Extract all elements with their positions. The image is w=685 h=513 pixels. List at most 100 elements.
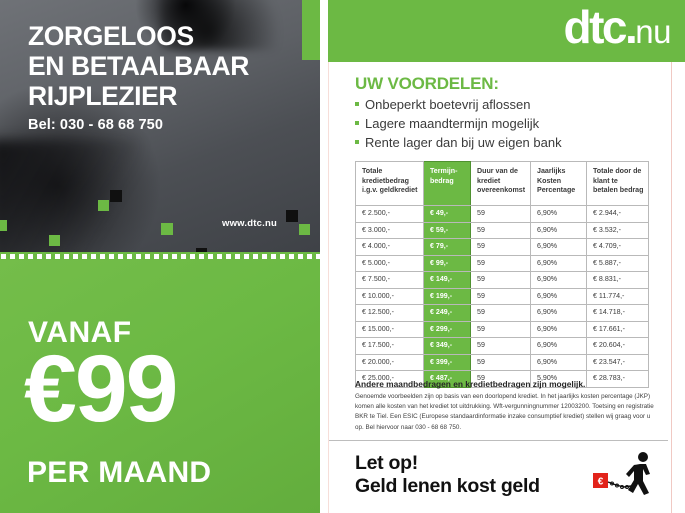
dash-tick xyxy=(19,253,24,259)
decor-square-black-1 xyxy=(110,190,122,202)
rate-table: Totale kredietbedrag i.g.v. geldkrediet T… xyxy=(355,161,649,388)
table-header-cell: Totale kredietbedrag i.g.v. geldkrediet xyxy=(355,161,424,206)
decor-square-green-5 xyxy=(299,224,310,235)
table-row: € 3.000,- € 59,- 59 6,90% € 3.532,- xyxy=(355,221,649,239)
dash-tick xyxy=(235,253,240,259)
table-cell: € 5.887,- xyxy=(586,254,649,272)
benefits-title: UW VOORDELEN: xyxy=(355,74,499,93)
table-cell: € 14.718,- xyxy=(586,304,649,322)
dash-tick xyxy=(55,253,60,259)
decor-square-black-3 xyxy=(286,210,298,222)
table-cell: € 20.604,- xyxy=(586,337,649,355)
dash-tick xyxy=(289,253,294,259)
benefit-item: Lagere maandtermijn mogelijk xyxy=(355,115,655,134)
website-url: www.dtc.nu xyxy=(222,218,277,229)
table-cell: € 4.709,- xyxy=(586,238,649,256)
dash-tick xyxy=(82,253,87,259)
decor-square-green-3 xyxy=(0,220,7,231)
offer-suffix: PER MAAND xyxy=(27,456,212,489)
table-cell: € 349,- xyxy=(423,337,471,355)
dash-tick xyxy=(226,253,231,259)
table-cell: € 49,- xyxy=(423,205,471,223)
rate-table-body: € 2.500,- € 49,- 59 6,90% € 2.944,- € 3.000,-… xyxy=(355,205,649,388)
table-cell: 59 xyxy=(470,353,531,371)
table-cell: 6,90% xyxy=(530,320,587,338)
dash-tick xyxy=(73,253,78,259)
print-guide-left xyxy=(328,62,329,513)
table-header-cell: Totale door de klant te betalen bedrag xyxy=(586,161,649,206)
disclaimer-body: Genoemde voorbeelden zijn op basis van e… xyxy=(355,393,654,431)
table-header-cell: Duur van de krediet overeenkomst xyxy=(470,161,531,206)
svg-text:€: € xyxy=(598,477,604,488)
dash-tick xyxy=(172,253,177,259)
dash-tick xyxy=(244,253,249,259)
dash-tick xyxy=(109,253,114,259)
table-cell: 59 xyxy=(470,205,531,223)
warning-text: Let op! Geld lenen kost geld xyxy=(355,452,540,498)
table-cell: € 4.000,- xyxy=(355,238,424,256)
dash-tick xyxy=(208,253,213,259)
table-row: € 4.000,- € 79,- 59 6,90% € 4.709,- xyxy=(355,238,649,256)
dash-tick xyxy=(298,253,303,259)
table-cell: 6,90% xyxy=(530,254,587,272)
table-cell: € 15.000,- xyxy=(355,320,424,338)
table-cell: € 487,- xyxy=(423,370,471,388)
table-cell: € 99,- xyxy=(423,254,471,272)
table-cell: € 10.000,- xyxy=(355,287,424,305)
offer-prefix: VANAF xyxy=(28,316,132,349)
table-cell: 6,90% xyxy=(530,304,587,322)
table-cell: 6,90% xyxy=(530,271,587,289)
table-row: € 12.500,- € 249,- 59 6,90% € 14.718,- xyxy=(355,304,649,322)
dash-tick xyxy=(118,253,123,259)
table-header-cell: Termijn-bedrag xyxy=(423,161,471,206)
table-row: € 15.000,- € 299,- 59 6,90% € 17.661,- xyxy=(355,320,649,338)
table-cell: 5,90% xyxy=(530,370,587,388)
dash-tick xyxy=(280,253,285,259)
table-header-cell: Jaarlijks Kosten Percentage xyxy=(530,161,587,206)
table-cell: € 399,- xyxy=(423,353,471,371)
table-cell: 59 xyxy=(470,238,531,256)
dash-tick xyxy=(136,253,141,259)
table-cell: € 59,- xyxy=(423,221,471,239)
phone-number: Bel: 030 - 68 68 750 xyxy=(28,117,164,133)
headline-line-2: EN BETAALBAAR xyxy=(28,50,250,81)
dash-tick xyxy=(154,253,159,259)
table-cell: € 11.774,- xyxy=(586,287,649,305)
offer-price: €99 xyxy=(24,336,179,442)
dash-tick xyxy=(307,253,312,259)
offer-block: VANAF €99 PER MAAND xyxy=(0,258,320,513)
dash-tick xyxy=(145,253,150,259)
table-cell: 6,90% xyxy=(530,353,587,371)
table-cell: 59 xyxy=(470,254,531,272)
dash-tick xyxy=(127,253,132,259)
table-cell: € 5.000,- xyxy=(355,254,424,272)
benefit-item: Onbeperkt boetevrij aflossen xyxy=(355,96,655,115)
table-row: € 20.000,- € 399,- 59 6,90% € 23.547,- xyxy=(355,353,649,371)
dash-tick xyxy=(181,253,186,259)
print-guide-right xyxy=(671,62,672,513)
decor-square-green-4 xyxy=(161,223,173,235)
decor-square-green-1 xyxy=(98,200,109,211)
benefits-list: Onbeperkt boetevrij aflossen Lagere maand… xyxy=(355,96,655,153)
headline-line-1: ZORGELOOS xyxy=(28,21,194,51)
table-cell: € 199,- xyxy=(423,287,471,305)
logo: dtc.nu xyxy=(564,4,672,50)
dash-tick xyxy=(64,253,69,259)
section-divider xyxy=(328,440,668,441)
table-cell: 59 xyxy=(470,221,531,239)
table-cell: 59 xyxy=(470,370,531,388)
table-cell: € 79,- xyxy=(423,238,471,256)
benefit-item: Rente lager dan bij uw eigen bank xyxy=(355,134,655,153)
table-cell: 6,90% xyxy=(530,205,587,223)
table-row: € 7.500,- € 149,- 59 6,90% € 8.831,- xyxy=(355,271,649,289)
afm-warning: Let op! Geld lenen kost geld € xyxy=(355,452,655,500)
table-cell: € 17.661,- xyxy=(586,320,649,338)
table-cell: 59 xyxy=(470,287,531,305)
disclaimer: Andere maandbedragen en kredietbedragen … xyxy=(355,379,655,433)
warning-line-2: Geld lenen kost geld xyxy=(355,475,540,497)
dash-tick xyxy=(271,253,276,259)
table-cell: € 7.500,- xyxy=(355,271,424,289)
table-cell: 6,90% xyxy=(530,221,587,239)
table-cell: € 23.547,- xyxy=(586,353,649,371)
